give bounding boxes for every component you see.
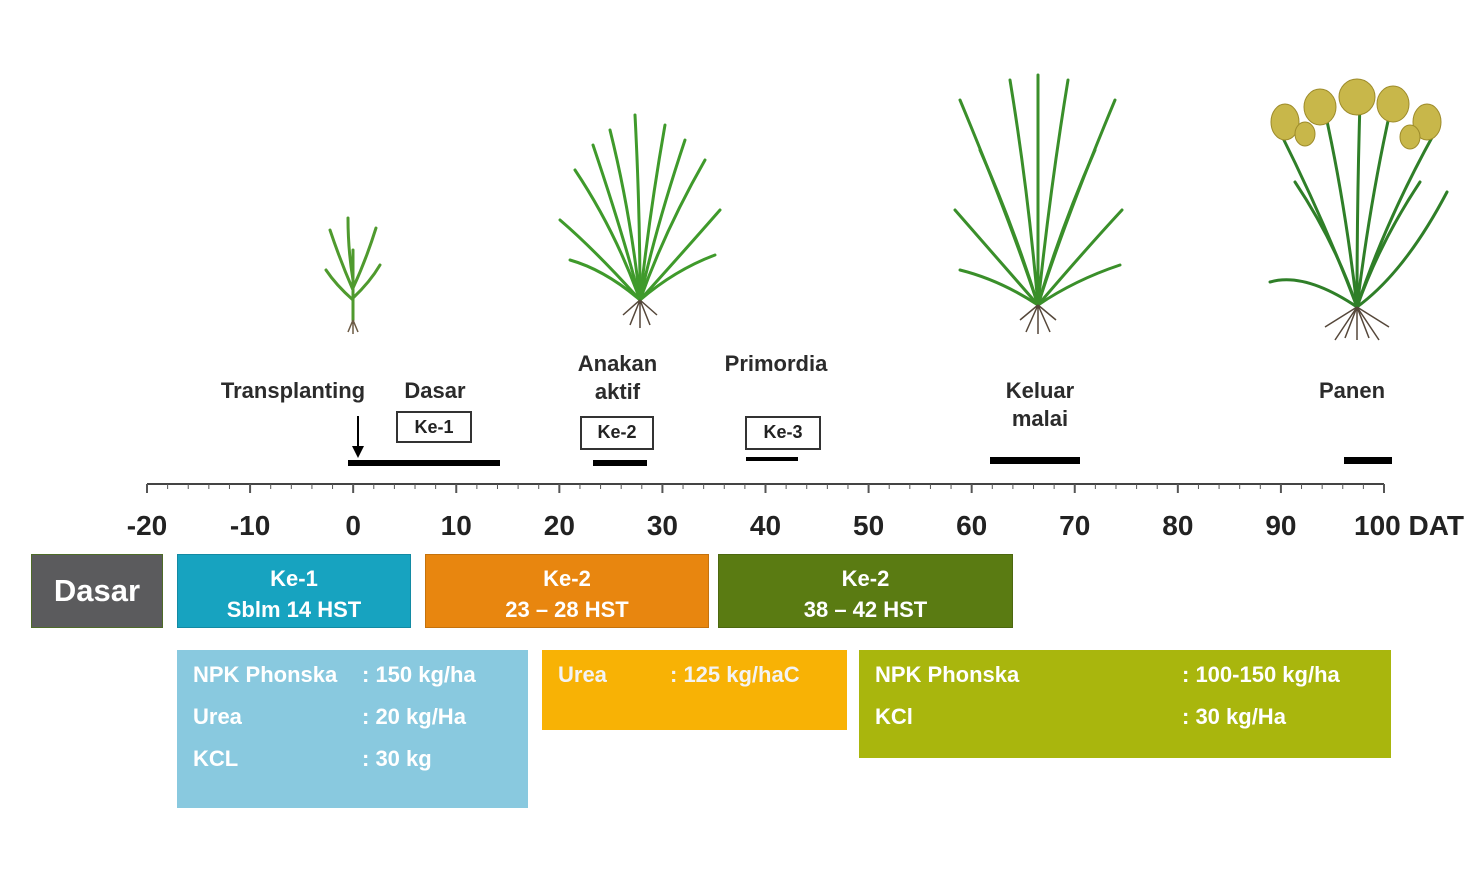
axis-tick-label: 10	[440, 510, 472, 541]
band-ke-2b-line2: 38 – 42 HST	[803, 597, 928, 622]
axis-tick-label: 20	[543, 510, 575, 541]
info-box-ke-3: NPK Phonska : 100-150 kg/ha KCl : 30 kg/…	[859, 650, 1391, 758]
tag-ke-2: Ke-2	[580, 416, 654, 450]
stage-label-anakan-aktif: Anakan aktif	[560, 350, 675, 406]
axis-tick-label: 50	[853, 510, 885, 541]
band-ke-1: Ke-1 Sblm 14 HST	[177, 554, 411, 628]
axis-tick-label: 60	[956, 510, 988, 541]
band-ke-1-line2: Sblm 14 HST	[226, 597, 362, 622]
axis-tick-label: 30	[646, 510, 678, 541]
stage-label-keluar-malai: Keluar malai	[990, 377, 1090, 433]
rice-mature-plant-icon	[953, 73, 1124, 334]
info3-row2-value: : 30 kg/Ha	[1182, 704, 1286, 729]
axis-tick-label: 70	[1059, 510, 1091, 541]
stage-label-dasar: Dasar	[404, 378, 466, 403]
axis-tick-label: 0	[345, 510, 361, 541]
stage-label-transplanting: Transplanting	[220, 378, 366, 403]
axis-tick-label: -10	[229, 510, 271, 541]
axis-tick-label: 90	[1265, 510, 1297, 541]
axis-tick-label: -20	[126, 510, 168, 541]
info3-row2-name: KCl	[875, 704, 913, 729]
info1-row2-name: Urea	[193, 704, 242, 729]
info3-row1-value: : 100-150 kg/ha	[1182, 662, 1340, 687]
stage-label-anakan-line1: Anakan	[577, 351, 658, 376]
rice-harvest-plant-icon	[1268, 78, 1449, 341]
tag-ke-1: Ke-1	[396, 411, 472, 443]
info1-row1-value: : 150 kg/ha	[362, 662, 476, 687]
band-ke-2a: Ke-2 23 – 28 HST	[425, 554, 709, 628]
period-bar-keluar-malai	[990, 457, 1080, 464]
tag-ke-3: Ke-3	[745, 416, 821, 450]
stage-label-primordia: Primordia	[724, 351, 828, 376]
band-ke-2a-line1: Ke-2	[543, 566, 591, 591]
info3-row1-name: NPK Phonska	[875, 662, 1020, 687]
info1-row3-name: KCL	[193, 746, 239, 771]
info1-row3-value: : 30 kg	[362, 746, 432, 771]
info-box-ke-1: NPK Phonska : 150 kg/ha Urea : 20 kg/Ha …	[177, 650, 528, 808]
band-dasar: Dasar	[31, 554, 163, 628]
band-ke-2b: Ke-2 38 – 42 HST	[718, 554, 1013, 628]
info1-row1-name: NPK Phonska	[193, 662, 338, 687]
band-ke-1-line1: Ke-1	[270, 566, 318, 591]
period-bar-anakan	[593, 460, 647, 466]
transplanting-arrow-icon	[352, 416, 364, 458]
info2-row1-name: Urea	[558, 662, 607, 687]
period-bar-primordia	[746, 457, 798, 461]
info2-row1-value: : 125 kg/haC	[670, 662, 800, 687]
rice-seedling-icon	[324, 216, 382, 334]
axis-tick-label: 40	[749, 510, 782, 541]
period-bar-panen	[1344, 457, 1392, 464]
axis-tick-label: 80	[1162, 510, 1194, 541]
stage-label-panen: Panen	[1318, 378, 1386, 403]
info-box-ke-2: Urea : 125 kg/haC	[542, 650, 847, 730]
stage-label-keluar-line2: malai	[1011, 406, 1069, 431]
info1-row2-value: : 20 kg/Ha	[362, 704, 466, 729]
axis-tick-label: 100 DAT	[1354, 510, 1464, 541]
stage-label-anakan-line2: aktif	[594, 379, 641, 404]
band-ke-2a-line2: 23 – 28 HST	[505, 597, 629, 622]
rice-tillering-plant-icon	[558, 113, 722, 328]
stage-label-keluar-line1: Keluar	[1005, 378, 1075, 403]
band-ke-2b-line1: Ke-2	[841, 566, 890, 591]
period-bar-dasar	[348, 460, 500, 466]
